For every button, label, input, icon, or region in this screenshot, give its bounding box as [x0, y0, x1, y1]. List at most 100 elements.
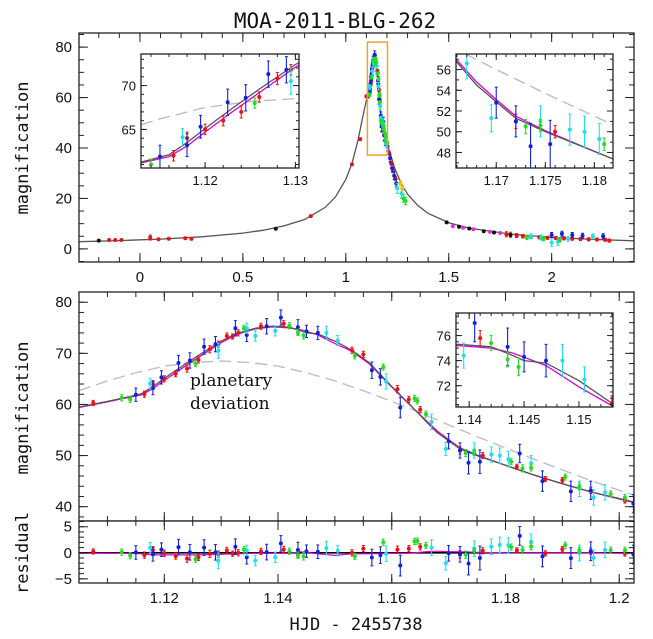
data-point — [301, 333, 306, 338]
x-tick-label: 1.16 — [377, 590, 406, 607]
annotation-line-2: deviation — [190, 394, 270, 414]
data-point — [390, 166, 395, 171]
data-point — [239, 109, 244, 114]
data-point — [142, 553, 147, 558]
data-point — [253, 333, 258, 338]
data-point — [376, 84, 381, 89]
data-point — [544, 358, 549, 363]
data-point — [324, 546, 329, 551]
x-tick-label: 1.2 — [609, 590, 630, 607]
plot-area — [79, 50, 634, 247]
data-point — [91, 400, 96, 405]
x-tick-label: 0 — [136, 269, 144, 286]
y-tick-label: 74 — [437, 354, 451, 369]
data-point — [370, 69, 375, 74]
y-tick-label: 0 — [64, 545, 72, 562]
data-point — [233, 544, 238, 549]
y-tick-label: 5 — [64, 519, 72, 536]
data-point — [398, 181, 403, 186]
data-point — [202, 344, 207, 349]
data-point — [514, 548, 519, 553]
data-point — [463, 552, 468, 557]
data-point — [273, 226, 278, 231]
data-point — [241, 326, 246, 331]
data-point — [156, 237, 161, 242]
data-point — [400, 186, 405, 191]
data-point — [225, 100, 230, 105]
data-point — [608, 548, 613, 553]
data-point — [381, 126, 386, 131]
data-point — [230, 551, 235, 556]
data-point — [378, 104, 383, 109]
data-point — [224, 548, 229, 553]
data-point — [369, 75, 374, 80]
data-point — [395, 387, 400, 392]
y-tick-label: 65 — [122, 122, 136, 137]
data-point — [119, 395, 124, 400]
data-point — [528, 144, 533, 149]
data-point — [193, 361, 198, 366]
data-point — [392, 173, 397, 178]
data-point — [287, 323, 292, 328]
y-tick-label: 48 — [437, 145, 451, 160]
no-planet-model-line — [79, 360, 634, 496]
data-point — [91, 549, 96, 554]
data-point — [423, 412, 428, 417]
data-point — [183, 236, 188, 241]
data-point — [489, 452, 494, 457]
data-point — [377, 97, 382, 102]
data-point — [543, 477, 548, 482]
data-point — [520, 547, 525, 552]
x-tick-label: 1.12 — [192, 173, 217, 188]
data-point — [524, 235, 529, 240]
data-point — [472, 450, 477, 455]
y-tick-label: 40 — [55, 140, 72, 157]
data-point — [559, 231, 564, 236]
data-point — [541, 236, 546, 241]
data-point — [142, 392, 147, 397]
data-point — [221, 118, 226, 123]
data-point — [443, 446, 448, 451]
y-tick-label: 56 — [437, 63, 451, 78]
data-point — [522, 354, 527, 359]
data-point — [189, 236, 194, 241]
data-point — [349, 348, 354, 353]
y-tick-label: 70 — [55, 345, 72, 362]
data-point — [236, 330, 241, 335]
data-point — [477, 556, 482, 561]
data-point — [601, 234, 606, 239]
data-point — [566, 236, 571, 241]
data-point — [315, 330, 320, 335]
data-point — [244, 326, 249, 331]
data-point — [563, 475, 568, 480]
x-tick-label: 1.145 — [508, 412, 541, 427]
data-point — [608, 491, 613, 496]
zoom-region-box — [366, 41, 389, 156]
data-point — [429, 545, 434, 550]
data-point — [375, 71, 380, 76]
data-point — [563, 543, 568, 548]
data-point — [466, 561, 471, 566]
data-point — [457, 448, 462, 453]
x-tick-label: 1.13 — [283, 173, 308, 188]
data-point — [376, 77, 381, 82]
data-point — [406, 397, 411, 402]
plot-area — [456, 54, 613, 168]
data-point — [257, 94, 262, 99]
data-point — [159, 375, 164, 380]
data-point — [128, 397, 133, 402]
data-point — [377, 93, 382, 98]
data-point — [529, 539, 534, 544]
data-point — [171, 153, 176, 158]
data-point — [602, 142, 607, 147]
data-point — [383, 131, 388, 136]
data-point — [497, 542, 502, 547]
data-point — [203, 127, 208, 132]
data-point — [567, 127, 572, 132]
data-point — [560, 358, 565, 363]
data-point — [591, 555, 596, 560]
data-point — [367, 93, 372, 98]
data-point — [568, 556, 573, 561]
data-point — [295, 548, 300, 553]
data-point — [463, 451, 468, 456]
